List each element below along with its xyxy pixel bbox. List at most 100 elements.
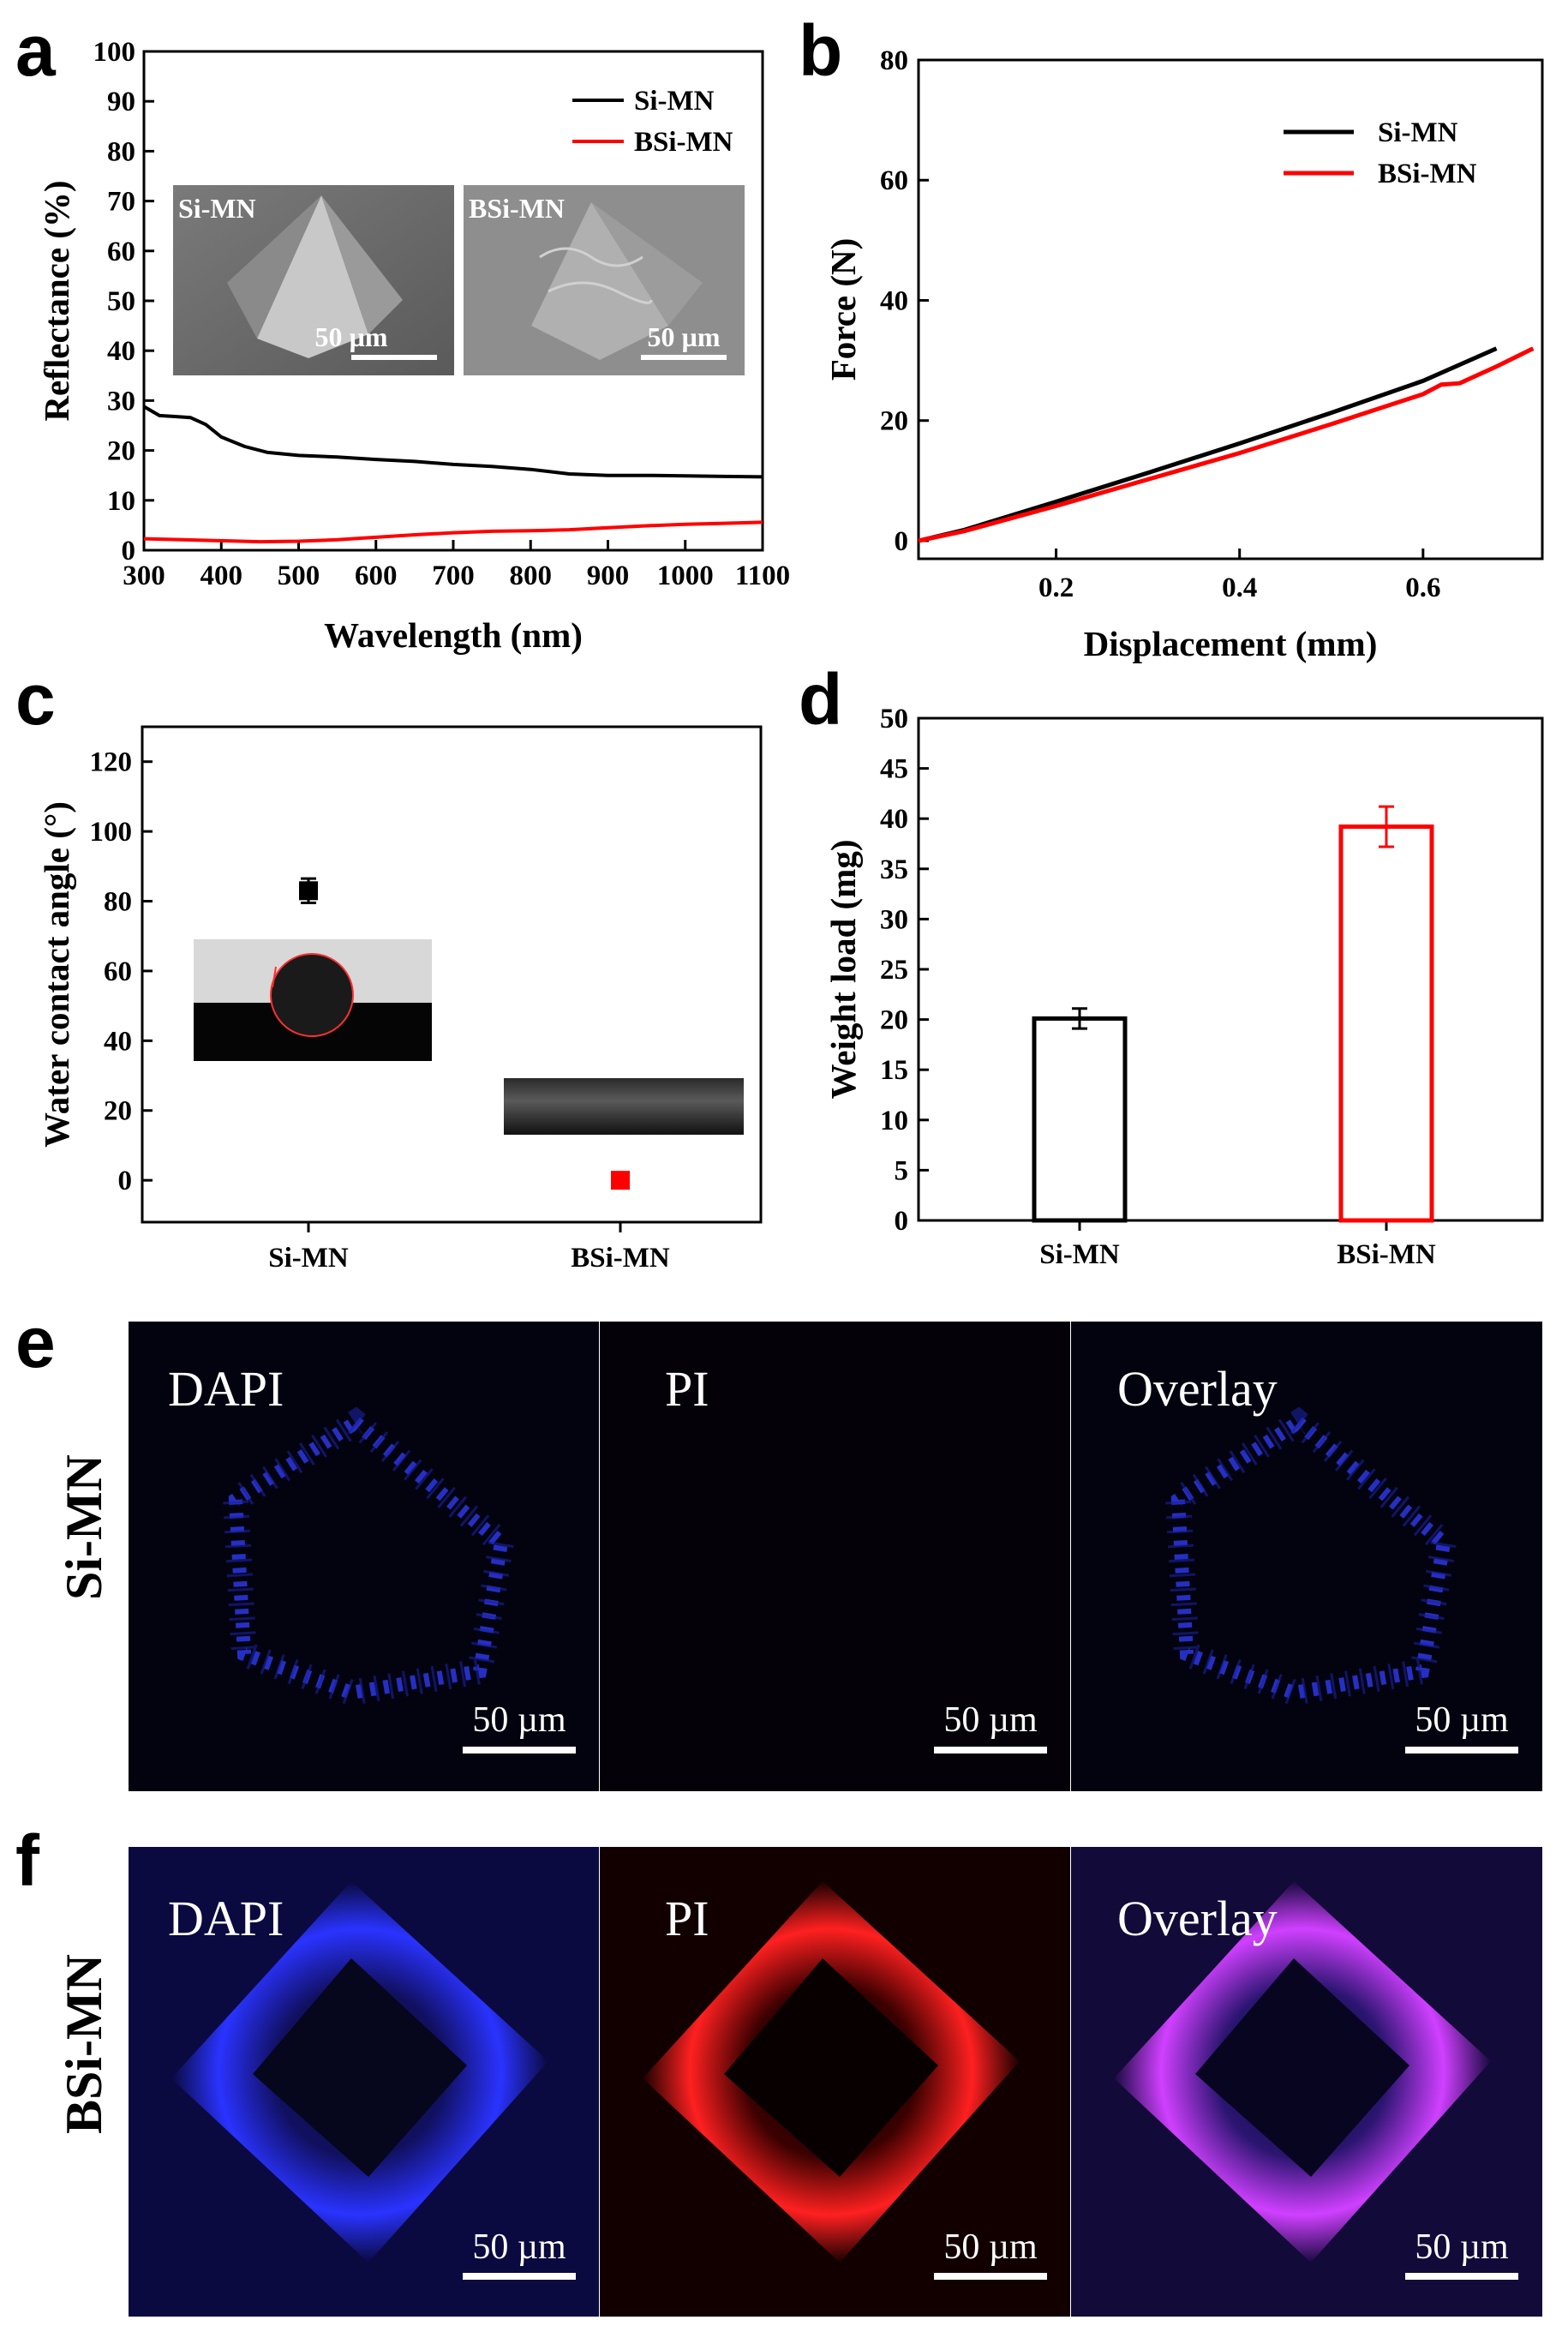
scale-label: 50 µm <box>1415 2227 1509 2267</box>
chart-reflectance: 0 10 20 30 40 50 60 70 80 90 100 300 400 500 600 700 800… <box>37 37 790 655</box>
x-tick-label: 0.4 <box>1222 573 1257 603</box>
inset-scale-label-si-mn: 50 µm <box>314 321 387 352</box>
x-tick-label: 0.2 <box>1038 573 1074 603</box>
x-tick-label: 0.6 <box>1405 573 1440 603</box>
x-tick-label: Si-MN <box>1039 1239 1120 1270</box>
y-tick-label: 80 <box>880 45 908 76</box>
series-line-bsi-mn <box>144 522 763 542</box>
y-tick-label: 40 <box>107 336 135 367</box>
scale-bar <box>934 1747 1047 1754</box>
x-tick-label: BSi-MN <box>1337 1239 1436 1270</box>
micrograph-si-mn-dapi: DAPI 50 µm <box>129 1322 599 1791</box>
micrograph-si-mn-pi: PI 50 µm <box>600 1322 1070 1791</box>
y-axis-label: Reflectance (%) <box>37 180 76 421</box>
y-tick-label: 45 <box>880 754 908 785</box>
micrograph-si-mn-overlay: Overlay 50 µm <box>1071 1322 1542 1791</box>
panel-letter-e: e <box>15 1302 56 1382</box>
y-tick-label: 5 <box>895 1155 909 1186</box>
x-tick-label: 900 <box>587 561 630 591</box>
inset-surface-bsi-mn <box>504 1078 744 1135</box>
legend-label-bsi-mn: BSi-MN <box>634 127 733 158</box>
y-tick-label: 70 <box>107 187 135 218</box>
y-tick-label: 60 <box>104 956 132 987</box>
y-tick-label: 80 <box>107 136 135 167</box>
y-axis-label: Weight load (mg) <box>823 840 863 1100</box>
y-tick-label: 120 <box>90 747 133 778</box>
y-tick-label: 30 <box>880 904 908 935</box>
y-tick-label: 90 <box>107 87 135 117</box>
plot-frame <box>919 718 1542 1220</box>
x-axis-label: Wavelength (nm) <box>324 615 583 655</box>
x-tick-label: 500 <box>278 561 320 591</box>
y-tick-label: 20 <box>880 406 908 437</box>
y-tick-label: 50 <box>107 286 135 317</box>
y-tick-label: 10 <box>107 486 135 517</box>
tile-label: Overlay <box>1117 1891 1278 1946</box>
y-tick-label: 80 <box>104 887 132 918</box>
panel-letter-c: c <box>15 659 56 740</box>
x-tick-label: Si-MN <box>268 1243 349 1274</box>
inset-label-bsi-mn: BSi-MN <box>469 193 565 224</box>
y-tick-label: 0 <box>895 1206 909 1237</box>
tile-label: PI <box>665 1891 709 1946</box>
figure: a b c d e f 0102030405060708090100300 400… <box>0 0 1568 2344</box>
scale-bar <box>641 355 727 360</box>
x-tick-label: 1100 <box>735 561 790 591</box>
y-tick-label: 20 <box>107 436 135 467</box>
row-label-si-mn: Si-MN <box>56 1454 112 1600</box>
scale-bar <box>934 2273 1047 2280</box>
scale-bar <box>351 355 437 360</box>
data-point-bsi-mn <box>611 1171 630 1190</box>
x-tick-label: 300 <box>123 561 165 591</box>
x-tick-label: 400 <box>200 561 243 591</box>
series-line-bsi-mn <box>919 349 1533 541</box>
chart-weight-load: 0 5 10 15 20 25 30 35 40 45 50 Si-MN BSi-MN Weight l… <box>823 704 1542 1270</box>
y-tick-label: 20 <box>104 1096 132 1127</box>
x-tick-label: 700 <box>432 561 475 591</box>
scale-label: 50 µm <box>943 2227 1038 2267</box>
bar-si-mn <box>1034 1018 1125 1220</box>
y-tick-label: 50 <box>880 704 908 734</box>
y-tick-label: 30 <box>107 386 135 417</box>
y-tick-label: 100 <box>93 37 136 68</box>
scale-label: 50 µm <box>472 2227 566 2267</box>
tile-label: Overlay <box>1117 1361 1278 1417</box>
legend-label-si-mn: Si-MN <box>634 86 715 117</box>
scale-bar <box>463 1747 576 1754</box>
y-tick-label: 0 <box>118 1166 133 1196</box>
tile-label: PI <box>665 1361 709 1417</box>
chart-force-displacement: 0204060800.2 0.4 0.6 Si-MN BSi-MN Displace… <box>823 45 1542 663</box>
micrograph-bsi-mn-dapi: DAPI 50 µm <box>129 1847 599 2317</box>
y-axis-label: Water contact angle (°) <box>37 801 76 1148</box>
micrograph-row-si-mn: Si-MN DAPI 50 µm PI 50 µm Overlay 50 µm <box>56 1322 1542 1791</box>
y-tick-label: 40 <box>880 285 908 316</box>
y-tick-label: 40 <box>880 804 908 835</box>
y-tick-label: 40 <box>104 1026 132 1057</box>
tile-label: DAPI <box>168 1891 284 1946</box>
x-axis-label: Displacement (mm) <box>1084 624 1378 663</box>
row-label-bsi-mn: BSi-MN <box>56 1954 112 2134</box>
y-tick-label: 20 <box>880 1005 908 1036</box>
y-axis-label: Force (N) <box>823 238 863 381</box>
panel-letter-b: b <box>799 10 842 91</box>
y-tick-label: 60 <box>880 165 908 196</box>
scale-bar <box>1405 2273 1518 2280</box>
x-tick-label: 800 <box>510 561 553 591</box>
scale-bar <box>1405 1747 1518 1754</box>
x-tick-label: 1000 <box>657 561 714 591</box>
series-line-si-mn <box>144 406 763 477</box>
panel-letter-d: d <box>799 659 842 740</box>
inset-sem-si-mn: Si-MN 50 µm <box>173 185 454 375</box>
y-tick-label: 100 <box>90 817 133 848</box>
scale-label: 50 µm <box>472 1700 566 1740</box>
scale-bar <box>463 2273 576 2280</box>
x-tick-label: 600 <box>355 561 398 591</box>
y-tick-label: 60 <box>107 237 135 267</box>
legend-label-si-mn: Si-MN <box>1378 117 1458 148</box>
y-tick-label: 35 <box>880 854 908 885</box>
scale-label: 50 µm <box>943 1700 1038 1740</box>
inset-label-si-mn: Si-MN <box>178 193 256 224</box>
micrograph-bsi-mn-pi: PI 50 µm <box>600 1847 1070 2317</box>
inset-droplet-si-mn <box>194 939 432 1061</box>
chart-contact-angle: 0 20 40 60 80 100 120 Si-MN BSi-MN Water contact… <box>37 727 761 1274</box>
